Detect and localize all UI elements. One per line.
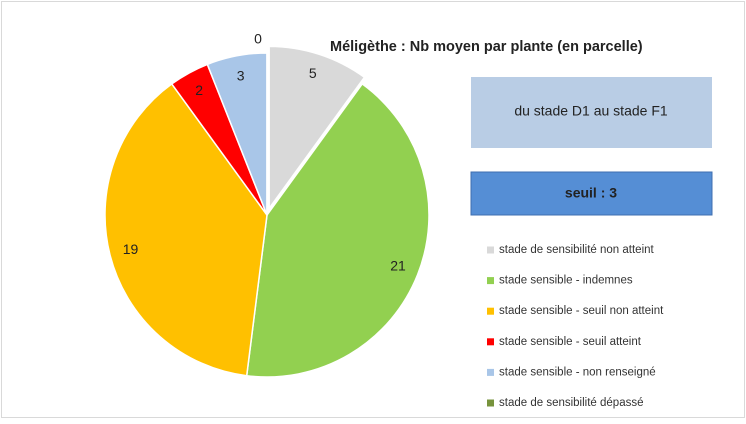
legend-label: stade sensible - seuil non atteint — [499, 305, 664, 317]
legend-marker — [487, 338, 494, 346]
data-label: 2 — [195, 82, 203, 98]
legend-label: stade de sensibilité dépassé — [499, 397, 644, 409]
annotation-box — [471, 77, 712, 148]
legend-marker — [487, 368, 494, 376]
legend-marker — [487, 246, 494, 254]
data-label: 21 — [390, 258, 406, 274]
legend-label: stade sensible - seuil atteint — [499, 336, 642, 348]
pie-slice — [245, 82, 430, 378]
legend-label: stade de sensibilité non atteint — [499, 244, 655, 256]
data-label: 3 — [237, 67, 245, 83]
data-label: 5 — [309, 65, 317, 81]
annotation: du stade D1 au stade F1 — [514, 103, 668, 119]
legend-marker — [487, 307, 494, 315]
pie-slice — [104, 82, 268, 377]
legend-marker — [487, 277, 494, 285]
data-label: 19 — [123, 241, 139, 257]
annotation: seuil : 3 — [565, 185, 617, 201]
legend-label: stade sensible - non renseigné — [499, 366, 656, 378]
pie-slice — [268, 45, 366, 211]
data-label: 0 — [254, 31, 262, 47]
legend-label: stade sensible - indemnes — [499, 275, 633, 287]
legend-marker — [487, 399, 494, 407]
annotation-box — [470, 171, 713, 216]
chart-title: Méligèthe : Nb moyen par plante (en parc… — [330, 39, 643, 55]
